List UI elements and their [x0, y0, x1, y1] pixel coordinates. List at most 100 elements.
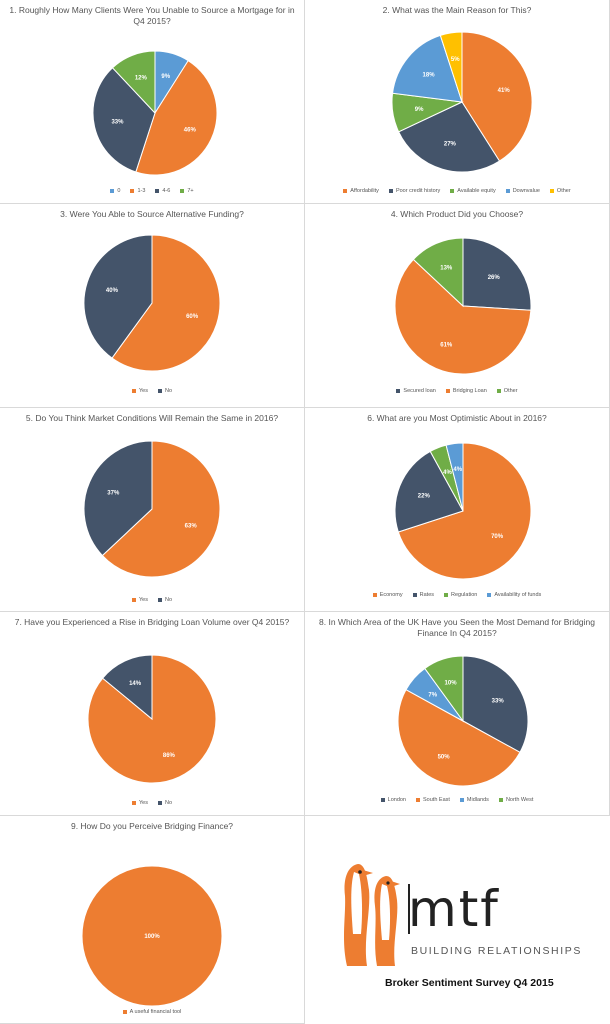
- pie-slice: [394, 450, 464, 533]
- pie-chart: 33% 50% 7% 10%: [397, 655, 529, 787]
- legend-label: Downvalue: [512, 188, 540, 194]
- legend-swatch: [110, 188, 115, 193]
- pie-slice: [397, 689, 521, 787]
- survey-title: Broker Sentiment Survey Q4 2015: [385, 977, 554, 989]
- legend-label: 4-6: [162, 188, 171, 194]
- legend-label: Yes: [138, 597, 148, 603]
- chart-title: 6. What are you Most Optimistic About in…: [367, 413, 547, 423]
- chart-panel-7: 7. Have you Experienced a Rise in Bridgi…: [0, 612, 305, 816]
- pie-slice: [412, 237, 464, 308]
- legend-swatch: [131, 388, 136, 393]
- legend-label: No: [164, 597, 172, 603]
- legend-swatch: [450, 188, 455, 193]
- legend-item: Midlands: [459, 797, 489, 803]
- penguins-icon: [343, 864, 400, 966]
- data-label: 40%: [106, 288, 119, 294]
- legend-label: 7+: [187, 188, 194, 194]
- data-label: 100%: [144, 934, 160, 940]
- chart-title: 9. How Do you Perceive Bridging Finance?: [70, 821, 234, 831]
- legend-item: Other: [496, 388, 518, 394]
- chart-panel-8: 8. In Which Area of the UK Have you Seen…: [305, 612, 610, 816]
- data-label: 61%: [440, 343, 453, 349]
- pie-chart: 9% 46% 33% 12%: [92, 50, 218, 176]
- chart-panel-6: 6. What are you Most Optimistic About in…: [305, 408, 610, 612]
- legend-label: Rates: [419, 592, 435, 598]
- legend-item: A useful financial tool: [122, 1009, 181, 1015]
- legend-label: Secured loan: [403, 388, 436, 394]
- pie-slice: [394, 258, 532, 375]
- legend-swatch: [372, 592, 377, 597]
- legend-item: Availability of funds: [487, 592, 541, 598]
- legend-label: 1-3: [137, 188, 146, 194]
- data-label: 4%: [453, 467, 462, 473]
- legend-label: London: [387, 797, 406, 803]
- legend-label: Affordability: [350, 188, 379, 194]
- data-label: 46%: [184, 127, 197, 133]
- legend-swatch: [343, 188, 348, 193]
- legend-label: Regulation: [451, 592, 478, 598]
- legend-item: Bridging Loan: [445, 388, 487, 394]
- data-label: 5%: [451, 57, 460, 63]
- legend-swatch: [505, 188, 510, 193]
- legend-swatch: [155, 188, 160, 193]
- pie-slice: [101, 654, 153, 721]
- data-label: 12%: [135, 75, 148, 81]
- legend-label: South East: [423, 797, 450, 803]
- legend-swatch: [412, 592, 417, 597]
- legend-item: Yes: [131, 800, 148, 806]
- legend-swatch: [444, 592, 449, 597]
- pie-chart: 100%: [81, 865, 223, 1007]
- pie-chart: 60% 40%: [83, 234, 221, 372]
- legend-swatch: [122, 1009, 127, 1014]
- legend-swatch: [130, 188, 135, 193]
- legend-item: Rates: [412, 592, 435, 598]
- legend-item: Affordability: [343, 188, 379, 194]
- data-label: 86%: [163, 753, 176, 759]
- legend-item: Available equity: [450, 188, 496, 194]
- chart-panel-2: 2. What was the Main Reason for This? 41%…: [305, 0, 610, 204]
- data-label: 14%: [129, 681, 142, 687]
- logo-text: mtf: [408, 880, 500, 938]
- chart-title: 4. Which Product Did you Choose?: [390, 209, 524, 219]
- legend-swatch: [445, 388, 450, 393]
- legend-item: Regulation: [444, 592, 477, 598]
- data-label: 63%: [185, 524, 198, 530]
- legend-item: Secured loan: [396, 388, 436, 394]
- pie-slice: [111, 50, 156, 115]
- data-label: 70%: [491, 534, 504, 540]
- legend-item: Yes: [131, 597, 148, 603]
- chart-legend: Secured loan Bridging Loan Other: [305, 388, 609, 394]
- legend-swatch: [131, 800, 136, 805]
- pie-slice: [391, 34, 463, 103]
- logo-divider: [408, 884, 410, 934]
- pie-slice: [83, 234, 153, 359]
- legend-item: 7+: [180, 188, 194, 194]
- data-label: 9%: [415, 107, 424, 113]
- data-label: 33%: [492, 698, 505, 704]
- data-label: 33%: [111, 119, 124, 125]
- chart-legend: Yes No: [0, 800, 304, 806]
- legend-label: Economy: [379, 592, 403, 598]
- legend-swatch: [487, 592, 492, 597]
- pie-chart: 86% 14%: [87, 654, 217, 784]
- data-label: 10%: [445, 681, 458, 687]
- pie-chart: 26% 61% 13%: [394, 237, 532, 375]
- chart-legend: 0 1-3 4-6 7+: [0, 188, 304, 194]
- legend-item: London: [380, 797, 406, 803]
- data-label: 13%: [440, 265, 453, 271]
- legend-swatch: [157, 597, 162, 602]
- legend-swatch: [416, 797, 420, 802]
- brand-panel: mtf BUILDING RELATIONSHIPS Broker Sentim…: [305, 816, 610, 1024]
- legend-label: Other: [503, 388, 518, 394]
- legend-item: Other: [549, 188, 571, 194]
- chart-legend: Affordability Poor credit history Availabl…: [305, 188, 609, 194]
- chart-panel-3: 3. Were You Able to Source Alternative F…: [0, 204, 305, 408]
- legend-item: Yes: [131, 388, 148, 394]
- legend-item: 0: [110, 188, 120, 194]
- legend-swatch: [157, 388, 162, 393]
- pie-slice: [424, 655, 464, 723]
- data-label: 7%: [428, 692, 437, 698]
- legend-swatch: [496, 388, 501, 393]
- legend-item: Economy: [372, 592, 403, 598]
- legend-label: Yes: [138, 800, 148, 806]
